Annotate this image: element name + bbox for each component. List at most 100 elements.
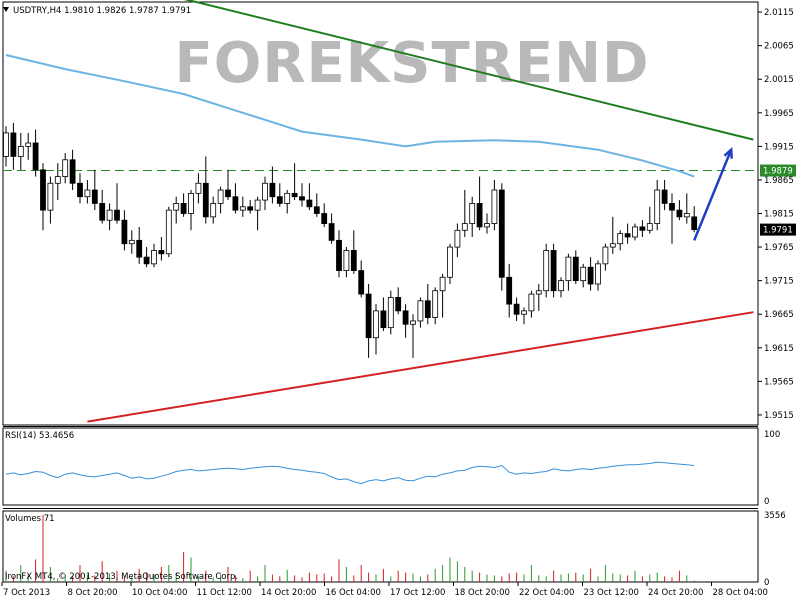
candle[interactable] [343, 247, 350, 278]
candle[interactable] [313, 193, 320, 217]
candle[interactable] [454, 223, 461, 258]
candle[interactable] [380, 297, 387, 331]
candle[interactable] [417, 297, 424, 328]
candle[interactable] [254, 196, 261, 231]
candle[interactable] [373, 304, 379, 355]
candle[interactable] [25, 132, 32, 160]
candle[interactable] [225, 169, 231, 201]
candle[interactable] [654, 179, 661, 231]
candle[interactable] [639, 220, 646, 237]
candle[interactable] [291, 163, 298, 201]
candle[interactable] [99, 190, 106, 224]
candle[interactable] [202, 156, 209, 224]
candle[interactable] [121, 210, 128, 251]
candle[interactable] [661, 179, 668, 211]
candle[interactable] [439, 273, 446, 318]
candle[interactable] [180, 193, 187, 217]
trend-arrow[interactable] [693, 149, 733, 241]
candle[interactable] [498, 183, 505, 291]
candle[interactable] [106, 203, 113, 231]
candle[interactable] [173, 196, 180, 224]
candle[interactable] [646, 206, 653, 234]
candle[interactable] [306, 183, 313, 211]
candle[interactable] [151, 243, 157, 268]
candle[interactable] [461, 190, 468, 237]
candle[interactable] [387, 290, 394, 335]
candle[interactable] [143, 247, 150, 268]
candle[interactable] [239, 196, 246, 217]
candle[interactable] [210, 196, 217, 224]
candle[interactable] [683, 193, 690, 224]
candle[interactable] [195, 173, 202, 204]
candle[interactable] [402, 304, 409, 338]
candle[interactable] [62, 153, 69, 184]
candle[interactable] [521, 307, 527, 325]
candle[interactable] [3, 126, 9, 167]
candle[interactable] [188, 190, 194, 231]
candle[interactable] [299, 183, 305, 207]
candle[interactable] [217, 186, 224, 214]
candle[interactable] [513, 297, 520, 321]
moving-average-line[interactable] [5, 54, 695, 178]
candle[interactable] [262, 176, 268, 211]
candle[interactable] [114, 183, 120, 224]
candle[interactable] [247, 200, 254, 214]
candle[interactable] [432, 287, 439, 325]
candle[interactable] [276, 183, 283, 207]
candle[interactable] [40, 163, 46, 231]
support-trendline[interactable] [87, 311, 754, 423]
candle[interactable] [158, 237, 165, 261]
candle[interactable] [284, 190, 291, 214]
candle[interactable] [47, 176, 54, 224]
candle[interactable] [558, 277, 564, 298]
candle[interactable] [476, 176, 483, 231]
candle[interactable] [528, 290, 535, 318]
candle[interactable] [232, 183, 239, 214]
candle[interactable] [17, 132, 24, 170]
candle[interactable] [550, 243, 557, 298]
candle[interactable] [595, 260, 601, 291]
candle[interactable] [269, 166, 276, 204]
candle[interactable] [84, 179, 91, 204]
candle[interactable] [447, 243, 453, 284]
candle[interactable] [32, 129, 39, 177]
candle[interactable] [410, 314, 416, 358]
candle[interactable] [358, 260, 365, 298]
candle[interactable] [328, 213, 335, 244]
candle[interactable] [365, 284, 372, 358]
candle[interactable] [587, 257, 594, 291]
candle[interactable] [506, 263, 513, 318]
candle[interactable] [669, 193, 675, 244]
candle[interactable] [395, 287, 402, 315]
candle[interactable] [617, 230, 624, 251]
candle[interactable] [632, 223, 638, 241]
candle[interactable] [484, 213, 490, 234]
candle[interactable] [336, 230, 342, 278]
candle[interactable] [491, 179, 498, 231]
candle[interactable] [609, 216, 616, 254]
candle[interactable] [91, 169, 98, 211]
candle[interactable] [691, 206, 698, 233]
candle[interactable] [77, 173, 83, 204]
candle[interactable] [565, 253, 572, 291]
candle[interactable] [624, 223, 631, 244]
candle[interactable] [128, 230, 135, 254]
collapse-triangle-icon[interactable] [3, 7, 9, 12]
candle[interactable] [602, 243, 609, 271]
candle[interactable] [321, 203, 328, 227]
candle[interactable] [676, 200, 683, 221]
rsi-line[interactable] [5, 461, 695, 485]
candle[interactable] [350, 230, 357, 274]
candle[interactable] [165, 206, 172, 258]
candle[interactable] [69, 149, 76, 190]
candle[interactable] [543, 243, 550, 298]
resistance-trendline[interactable] [6, 0, 754, 141]
candle[interactable] [54, 163, 61, 201]
candle[interactable] [10, 122, 17, 170]
candle[interactable] [580, 263, 587, 288]
candle[interactable] [469, 196, 476, 237]
candle[interactable] [535, 284, 542, 311]
candle[interactable] [572, 250, 579, 284]
candle[interactable] [424, 284, 431, 325]
